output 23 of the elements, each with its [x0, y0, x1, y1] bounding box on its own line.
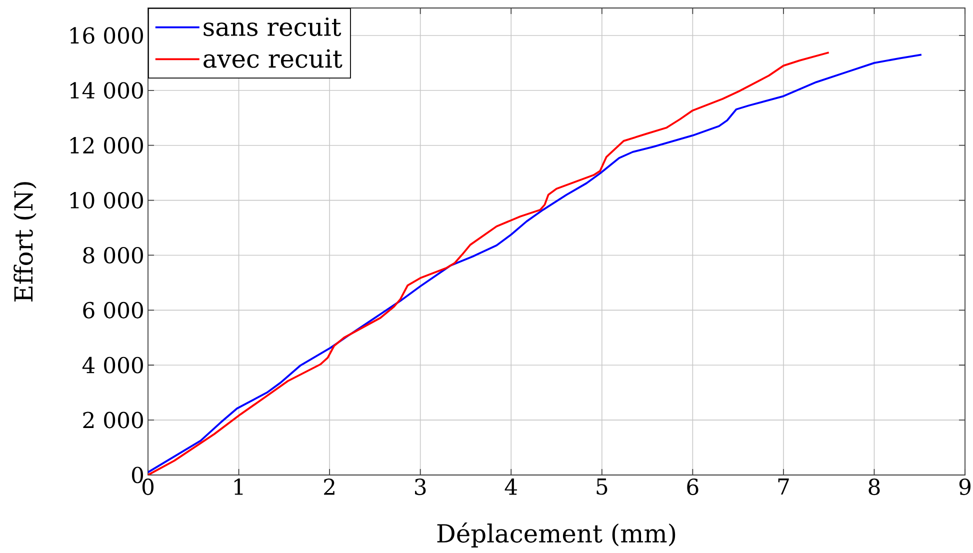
y-tick-label: 4 000: [82, 356, 143, 374]
x-tick-label: 7: [778, 478, 789, 494]
x-tick-label: 2: [324, 478, 334, 495]
y-tick-label: 0: [132, 466, 144, 484]
x-tick-label: 9: [959, 478, 971, 496]
legend-label: sans recuit: [204, 17, 342, 36]
x-tick-label: 6: [687, 478, 698, 496]
legend-label: avec recuit: [204, 49, 342, 68]
y-axis-title: Effort (N): [14, 182, 36, 302]
y-tick-label: 2 000: [83, 412, 143, 428]
x-tick-label: 3: [415, 478, 426, 496]
x-axis-title: Déplacement (mm): [437, 522, 676, 548]
x-tick-label: 5: [596, 478, 608, 495]
x-tick-label: 4: [504, 478, 517, 495]
y-tick-label: 8 000: [83, 246, 143, 264]
y-tick-label: 6 000: [83, 302, 143, 318]
y-tick-label: 16 000: [70, 27, 143, 44]
x-tick-label: 8: [868, 478, 880, 496]
y-tick-label: 10 000: [70, 192, 143, 209]
y-tick-label: 12 000: [70, 137, 143, 154]
y-tick-label: 14 000: [70, 82, 143, 99]
x-tick-label: 1: [234, 478, 243, 495]
x-tick-label: 0: [142, 478, 154, 496]
